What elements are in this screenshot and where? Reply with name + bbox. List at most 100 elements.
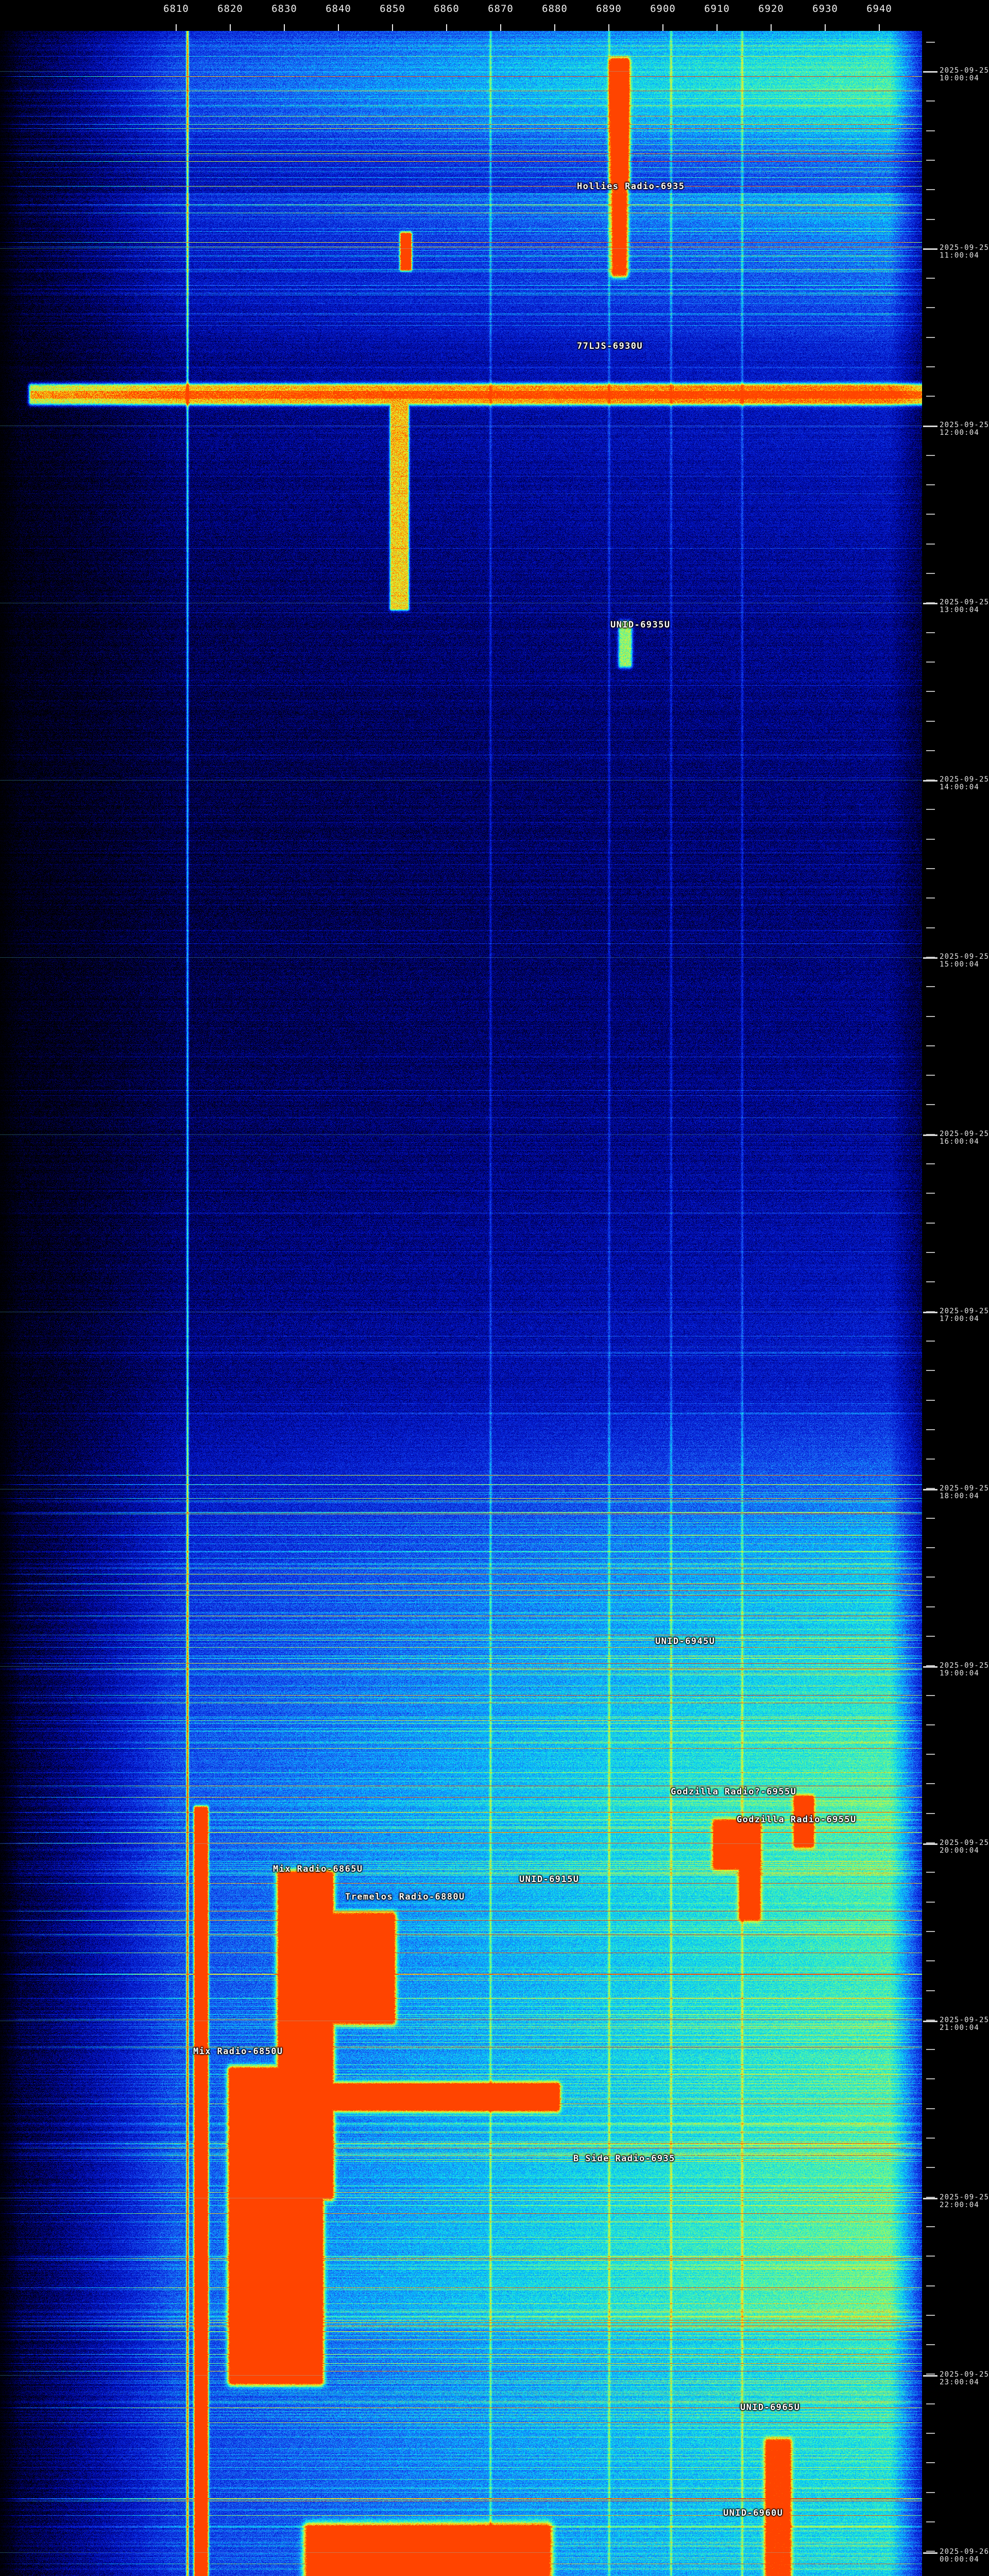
waterfall-canvas[interactable] [0, 31, 922, 2576]
time-label-date: 2025-09-25 [940, 1484, 989, 1493]
freq-tick-label: 6940 [866, 3, 892, 14]
freq-tick-mark [338, 24, 339, 31]
time-minor-tick [926, 1223, 935, 1224]
time-minor-tick [926, 1754, 935, 1755]
time-label-date: 2025-09-25 [940, 1130, 989, 1138]
station-annotation[interactable]: UNID-6965U [740, 2402, 800, 2413]
time-label-clock: 13:00:04 [940, 606, 980, 614]
time-minor-tick [926, 2492, 935, 2493]
time-minor-tick [926, 1163, 935, 1164]
time-label-clock: 11:00:04 [940, 251, 980, 260]
time-tick-label: 2025-09-25 20:00:04 [940, 1839, 989, 1855]
time-minor-tick [926, 2138, 935, 2139]
time-major-tick [923, 1666, 937, 1668]
time-major-tick [923, 2552, 937, 2554]
time-minor-tick [926, 2167, 935, 2168]
freq-tick-label: 6930 [812, 3, 838, 14]
station-annotation[interactable]: Godzilla Radio-6955U [737, 1815, 857, 1825]
time-minor-tick [926, 2403, 935, 2404]
freq-tick-mark [771, 24, 772, 31]
station-annotation[interactable]: UNID-6960U [723, 2508, 783, 2518]
waterfall-plot[interactable]: Hollies Radio-6935 77LJS-6930U UNID-6935U U… [0, 31, 922, 2576]
freq-tick-label: 6840 [326, 3, 351, 14]
time-tick-label: 2025-09-25 12:00:04 [940, 421, 989, 437]
time-minor-tick [926, 868, 935, 869]
time-minor-tick [926, 2315, 935, 2316]
time-minor-tick [926, 1842, 935, 1843]
time-label-clock: 21:00:04 [940, 2024, 980, 2032]
time-major-tick [923, 1489, 937, 1490]
time-ruler: 2025-09-25 10:00:04 2025-09-25 11:00:04 2025… [922, 31, 989, 2576]
time-major-tick [923, 1843, 937, 1845]
time-tick-label: 2025-09-25 21:00:04 [940, 2016, 989, 2032]
time-minor-tick [926, 2521, 935, 2522]
freq-tick-label: 6890 [596, 3, 622, 14]
freq-tick-mark [500, 24, 501, 31]
freq-tick-mark [392, 24, 393, 31]
time-minor-tick [926, 1695, 935, 1696]
time-major-tick [923, 957, 937, 959]
time-minor-tick [926, 632, 935, 633]
station-annotation[interactable]: UNID-6945U [655, 1636, 715, 1647]
time-minor-tick [926, 573, 935, 574]
time-minor-tick [926, 721, 935, 722]
time-major-tick [923, 248, 937, 250]
station-annotation[interactable]: 77LJS-6930U [577, 341, 643, 351]
station-annotation[interactable]: B Side Radio-6935 [573, 2154, 675, 2164]
time-minor-tick [926, 1665, 935, 1666]
time-label-date: 2025-09-25 [940, 598, 989, 606]
time-minor-tick [926, 1400, 935, 1401]
freq-tick-mark [446, 24, 447, 31]
time-major-tick [923, 780, 937, 782]
time-label-date: 2025-09-25 [940, 421, 989, 429]
time-label-date: 2025-09-25 [940, 1839, 989, 1847]
time-label-clock: 10:00:04 [940, 74, 980, 82]
freq-tick-label: 6920 [758, 3, 784, 14]
station-annotation[interactable]: UNID-6935U [610, 620, 671, 630]
freq-tick-label: 6910 [704, 3, 730, 14]
time-label-date: 2025-09-25 [940, 2016, 989, 2024]
time-minor-tick [926, 1606, 935, 1607]
time-minor-tick [926, 2433, 935, 2434]
time-major-tick [923, 2375, 937, 2377]
time-tick-label: 2025-09-26 00:00:04 [940, 2548, 989, 2564]
freq-tick-mark [662, 24, 663, 31]
time-minor-tick [926, 2344, 935, 2345]
time-label-clock: 19:00:04 [940, 1669, 980, 1677]
station-annotation[interactable]: Godzilla Radio?-6955U [671, 1787, 797, 1797]
time-minor-tick [926, 1459, 935, 1460]
time-minor-tick [926, 1636, 935, 1637]
time-minor-tick [926, 160, 935, 161]
station-annotation[interactable]: UNID-6915U [519, 1874, 579, 1885]
time-major-tick [923, 603, 937, 604]
time-label-date: 2025-09-25 [940, 775, 989, 784]
time-label-clock: 14:00:04 [940, 783, 980, 791]
time-label-clock: 00:00:04 [940, 2555, 980, 2564]
time-minor-tick [926, 1281, 935, 1282]
time-minor-tick [926, 2285, 935, 2286]
freq-tick-mark [879, 24, 880, 31]
time-minor-tick [926, 691, 935, 692]
time-minor-tick [926, 1872, 935, 1873]
time-minor-tick [926, 219, 935, 220]
time-minor-tick [926, 1488, 935, 1489]
time-label-clock: 23:00:04 [940, 2378, 980, 2386]
station-annotation[interactable]: Mix Radio-6850U [193, 2046, 283, 2057]
station-annotation[interactable]: Tremelos Radio-6880U [345, 1892, 465, 1902]
time-minor-tick [926, 2551, 935, 2552]
time-major-tick [923, 2021, 937, 2022]
time-minor-tick [926, 1931, 935, 1932]
time-label-clock: 22:00:04 [940, 2201, 980, 2209]
time-minor-tick [926, 1193, 935, 1194]
time-label-clock: 17:00:04 [940, 1315, 980, 1323]
time-minor-tick [926, 42, 935, 43]
time-minor-tick [926, 1104, 935, 1105]
time-minor-tick [926, 927, 935, 928]
time-major-tick [923, 71, 937, 73]
time-minor-tick [926, 2462, 935, 2463]
station-annotation[interactable]: Hollies Radio-6935 [577, 181, 685, 192]
time-tick-label: 2025-09-25 10:00:04 [940, 67, 989, 82]
time-minor-tick [926, 2374, 935, 2375]
time-minor-tick [926, 278, 935, 279]
station-annotation[interactable]: Mix Radio-6865U [273, 1864, 363, 1874]
